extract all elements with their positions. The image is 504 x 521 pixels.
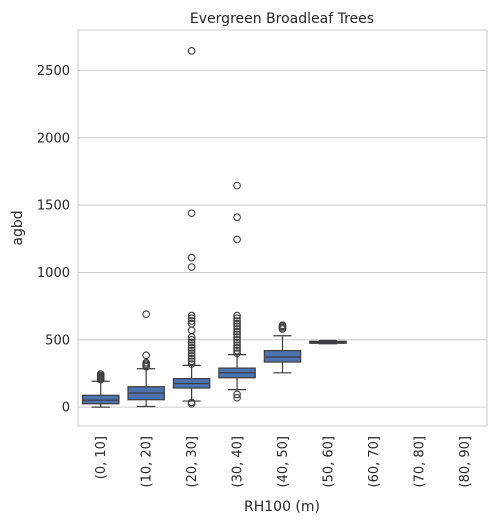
outlier-4: [142, 358, 151, 367]
box-1: [81, 370, 120, 408]
x-tick-label-8: (70, 80]: [412, 436, 427, 488]
gridlines: [78, 69, 487, 408]
box-iqr: [81, 394, 120, 405]
outlier-12: [187, 335, 196, 344]
outlier-1: [233, 393, 241, 402]
x-tick-label-1: (0, 10]: [94, 436, 109, 479]
outlier-6: [233, 341, 241, 350]
outlier-13: [233, 322, 241, 331]
outlier-5: [233, 344, 241, 352]
box-6: [309, 339, 347, 345]
box-iqr: [263, 349, 302, 363]
outlier-3: [233, 349, 241, 358]
x-tick-labels: (0, 10] (10, 20] (20, 30] (30, 40] (40, 50] (…: [94, 436, 473, 488]
outlier-19: [233, 213, 241, 222]
y-tick-labels: 0 500 1000 1500 2000 2500: [37, 64, 70, 416]
boxes: [81, 47, 347, 408]
outlier-6: [187, 352, 196, 360]
outlier-8: [233, 335, 241, 344]
outlier-20: [187, 253, 196, 262]
outlier-14: [233, 319, 241, 328]
y-tick-label-0: 0: [62, 401, 70, 416]
y-axis-label: agbd: [10, 210, 26, 245]
outlier-7: [233, 338, 241, 347]
y-tick-label-1500: 1500: [37, 199, 70, 214]
outlier-5: [142, 351, 151, 360]
outlier-15: [233, 317, 241, 325]
outlier-15: [187, 319, 196, 328]
outlier-4: [233, 346, 241, 355]
outlier-16: [233, 314, 241, 323]
box-5: [263, 321, 302, 374]
outlier-8: [187, 346, 196, 355]
outlier-4: [187, 357, 196, 366]
outlier-19: [187, 263, 196, 271]
chart-title: Evergreen Broadleaf Trees: [190, 11, 374, 27]
outlier-12: [233, 325, 241, 333]
x-tick-label-5: (40, 50]: [276, 436, 291, 488]
outlier-6: [96, 370, 105, 378]
y-tick-label-1000: 1000: [37, 266, 70, 281]
outlier-22: [187, 47, 196, 55]
x-tick-label-6: (50, 60]: [321, 436, 336, 488]
box-4: [218, 181, 256, 402]
plot-frame: [77, 29, 488, 427]
outlier-10: [233, 330, 241, 339]
outlier-17: [187, 314, 196, 323]
outlier-18: [187, 311, 196, 320]
outlier-7: [187, 349, 196, 358]
outlier-2: [233, 390, 241, 399]
x-tick-label-4: (30, 40]: [231, 436, 246, 488]
outlier-20: [233, 181, 241, 190]
outlier-10: [187, 341, 196, 350]
outlier-2: [187, 398, 196, 407]
x-tick-label-7: (60, 70]: [367, 436, 382, 488]
outlier-9: [233, 333, 241, 341]
y-tick-label-2500: 2500: [37, 64, 70, 79]
outlier-11: [233, 327, 241, 336]
x-tick-label-9: (80, 90]: [458, 436, 473, 488]
x-tick-label-2: (10, 20]: [140, 436, 155, 488]
outlier-4: [278, 321, 287, 330]
outlier-18: [233, 235, 241, 244]
outlier-9: [187, 344, 196, 352]
box-3: [172, 47, 211, 408]
outlier-5: [187, 354, 196, 363]
y-tick-label-500: 500: [45, 333, 70, 348]
outlier-14: [187, 326, 196, 335]
outlier-11: [187, 338, 196, 347]
x-tick-label-3: (20, 30]: [185, 436, 200, 488]
outlier-6: [142, 310, 151, 319]
y-tick-label-2000: 2000: [37, 131, 70, 146]
x-axis-label: RH100 (m): [244, 499, 320, 515]
outlier-17: [233, 311, 241, 320]
outlier-16: [187, 317, 196, 325]
outlier-3: [187, 360, 196, 368]
outlier-21: [187, 209, 196, 218]
box-2: [127, 310, 165, 408]
